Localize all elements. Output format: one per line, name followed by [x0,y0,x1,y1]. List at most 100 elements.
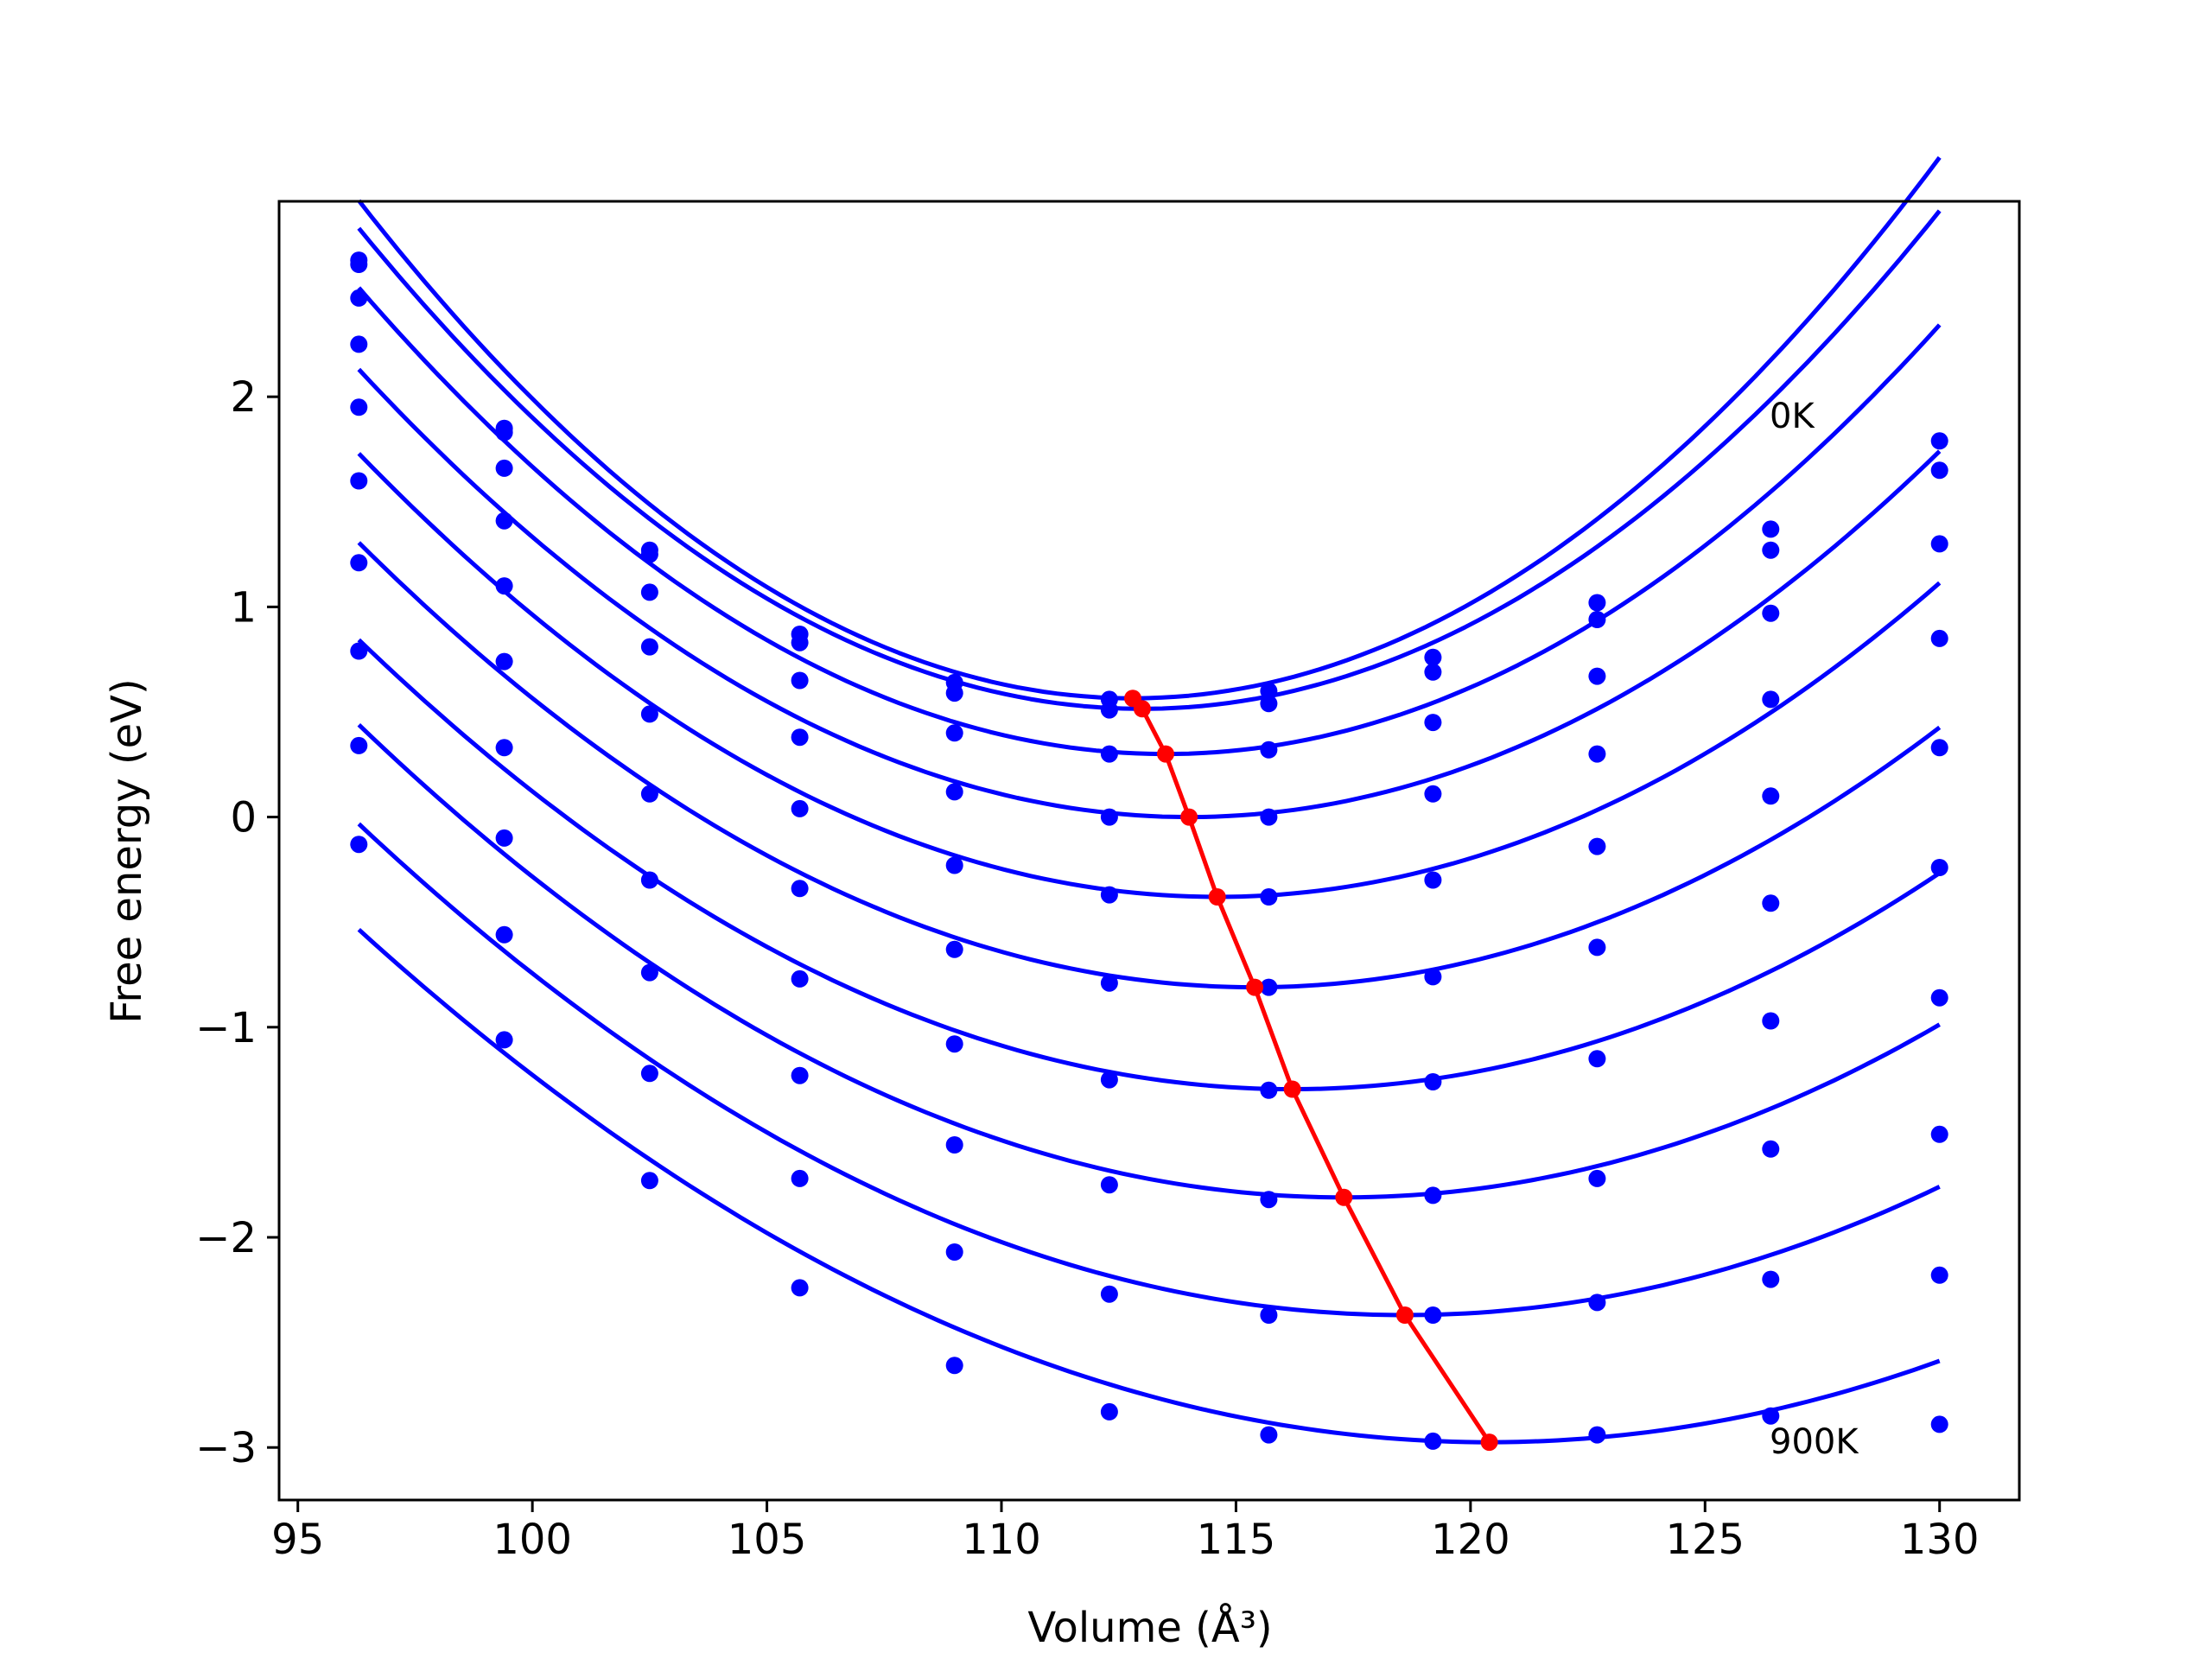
data-point-700k [495,829,513,847]
data-point-500k [791,880,809,898]
data-point-800k [945,1243,963,1261]
data-point-900k [791,1279,809,1297]
data-point-500k [1930,859,1948,876]
data-point-300k [945,783,963,801]
data-point-400k [945,856,963,874]
data-point-0k [1424,648,1442,666]
data-point-200k [495,459,513,477]
fit-curve-800k [357,822,1941,1318]
minimum-point-100k [1133,700,1151,718]
data-point-600k [1260,1081,1278,1099]
fit-curve-200k [357,286,1942,757]
y-axis-label: Free energy (eV) [103,678,151,1023]
data-point-600k [1424,1073,1442,1090]
fit-curve-500k [357,541,1942,990]
y-tick-label: 2 [230,373,257,422]
data-point-700k [1424,1186,1442,1205]
data-point-800k [1762,1270,1780,1288]
data-point-700k [350,642,368,660]
data-point-100k [1930,461,1948,480]
x-axis-label: Volume (Å³) [1027,1603,1272,1652]
annotation-900k: 900K [1770,1422,1859,1462]
data-point-400k [1588,837,1606,855]
data-point-100k [1424,663,1442,681]
data-point-800k [791,1169,809,1187]
data-point-400k [791,799,809,817]
minimum-point-600k [1283,1080,1301,1098]
data-point-0k [1588,594,1606,612]
plot-area [350,156,1948,1452]
data-point-500k [350,472,368,490]
data-point-900k [1424,1432,1442,1450]
data-point-800k [350,736,368,754]
minimum-point-500k [1246,978,1264,996]
data-point-800k [640,1065,658,1083]
data-point-900k [350,836,368,854]
data-point-200k [1588,667,1606,685]
data-point-300k [350,335,368,353]
y-tick-label: −1 [195,1004,257,1052]
data-point-300k [1100,808,1118,826]
data-point-600k [1588,1050,1606,1068]
x-tick-label: 95 [271,1516,324,1564]
data-point-0k [1930,432,1948,450]
data-point-300k [1588,745,1606,763]
data-point-400k [1100,886,1118,904]
data-point-800k [495,925,513,944]
data-point-700k [945,1136,963,1154]
data-point-300k [1930,629,1948,647]
data-point-300k [791,728,809,747]
data-point-200k [1930,535,1948,553]
x-tick-label: 100 [493,1516,572,1564]
data-point-600k [791,969,809,988]
x-tick-label: 115 [1197,1516,1276,1564]
minimum-point-700k [1335,1188,1353,1206]
fit-curve-600k [357,638,1942,1091]
data-point-600k [1762,1012,1780,1030]
data-point-100k [640,545,658,563]
data-point-400k [640,705,658,723]
data-point-300k [1260,808,1278,826]
data-point-600k [1930,988,1948,1007]
data-point-200k [791,671,809,690]
x-tick-label: 110 [962,1516,1041,1564]
data-point-300k [1424,785,1442,803]
data-point-900k [1588,1426,1606,1444]
data-point-500k [1100,974,1118,992]
x-tick-label: 125 [1665,1516,1745,1564]
data-point-0k [1762,520,1780,538]
data-point-200k [350,289,368,307]
data-point-700k [1100,1176,1118,1194]
data-point-100k [1762,541,1780,559]
data-point-400k [1260,888,1278,906]
data-point-800k [1260,1306,1278,1324]
minimum-point-300k [1180,808,1198,826]
fit-curve-0k [357,156,1942,701]
data-point-700k [640,963,658,982]
data-point-200k [640,583,658,601]
data-point-400k [1424,871,1442,889]
data-point-200k [1260,741,1278,759]
data-point-700k [791,1066,809,1084]
fit-curve-400k [357,452,1942,899]
data-point-500k [1424,968,1442,986]
data-point-600k [640,871,658,889]
data-point-800k [1424,1306,1442,1324]
data-point-100k [350,256,368,273]
data-point-900k [1100,1402,1118,1421]
data-point-500k [945,940,963,958]
data-point-400k [350,398,368,416]
x-tick-label: 105 [728,1516,807,1564]
data-point-800k [1100,1285,1118,1303]
data-point-400k [1930,739,1948,757]
fit-curve-700k [357,722,1941,1200]
y-tick-label: 0 [230,794,257,842]
data-point-600k [350,554,368,572]
data-point-300k [1762,690,1780,709]
data-point-200k [1762,604,1780,622]
data-point-200k [1424,714,1442,732]
axes-frame [277,200,2021,1502]
minimum-point-200k [1157,745,1174,763]
data-point-100k [791,633,809,652]
y-tick-label: −3 [195,1424,257,1472]
